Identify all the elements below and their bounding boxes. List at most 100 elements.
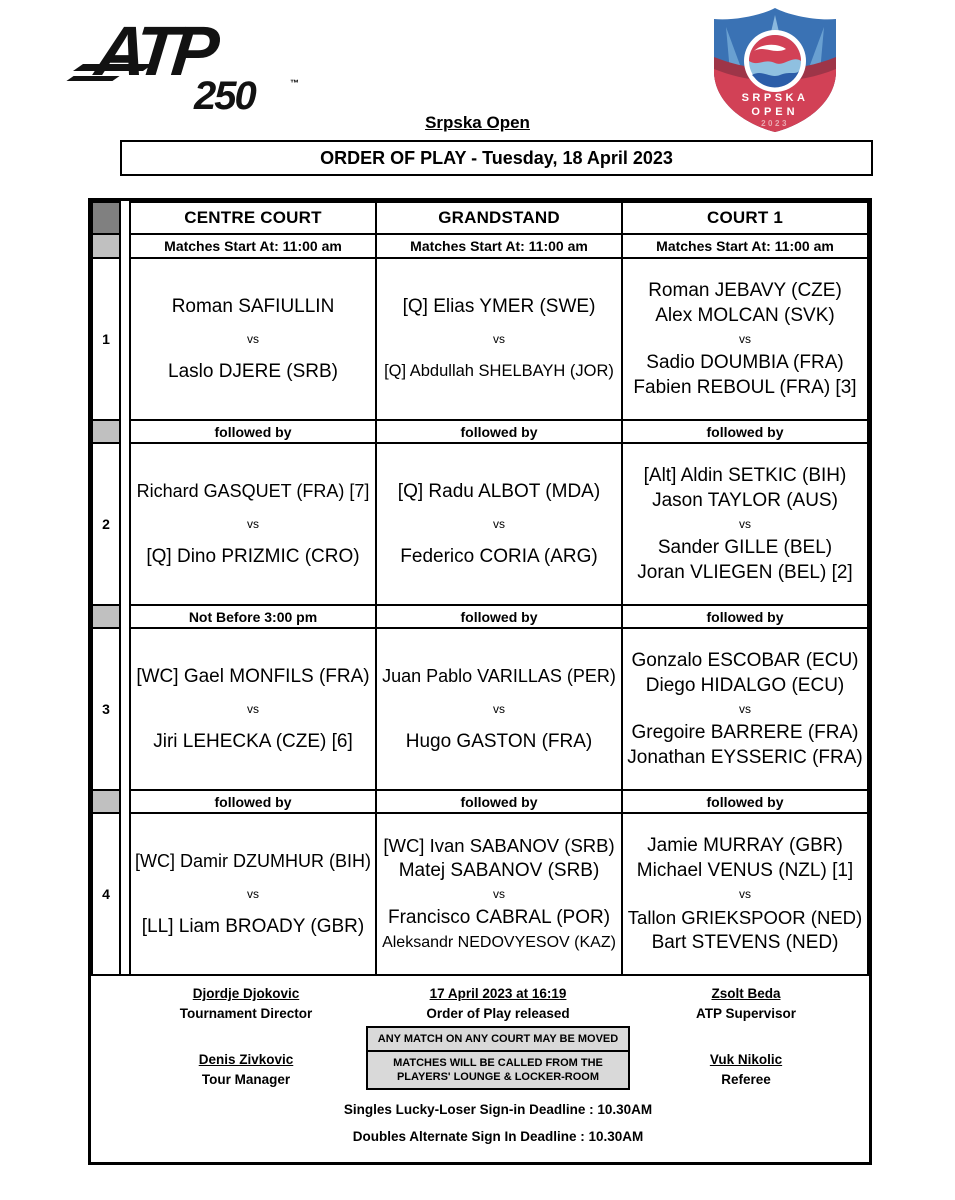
player-line: Sadio DOUMBIA (FRA) bbox=[646, 352, 844, 373]
match-cell: [WC] Ivan SABANOV (SRB) Matej SABANOV (S… bbox=[375, 812, 623, 976]
player-line: Alex MOLCAN (SVK) bbox=[655, 305, 835, 326]
footer-officials-right: Zsolt Beda ATP Supervisor Vuk Nikolic Re… bbox=[623, 984, 869, 1116]
court-header-row: CENTRE COURT GRANDSTAND COURT 1 bbox=[91, 201, 869, 235]
match-cell: [WC] Damir DZUMHUR (BIH) vs [LL] Liam BR… bbox=[129, 812, 377, 976]
court-header-centre-court: CENTRE COURT bbox=[129, 201, 377, 235]
player-line: Michael VENUS (NZL) [1] bbox=[636, 860, 854, 881]
match-cell: Gonzalo ESCOBAR (ECU) Diego HIDALGO (ECU… bbox=[621, 627, 869, 791]
player-line: Jamie MURRAY (GBR) bbox=[647, 835, 843, 856]
player-line: Francisco CABRAL (POR) bbox=[387, 907, 611, 928]
player-line: [WC] Gael MONFILS (FRA) bbox=[136, 666, 370, 687]
corner-cell bbox=[91, 233, 121, 259]
player-line: Gregoire BARRERE (FRA) bbox=[631, 722, 859, 743]
gutter-column bbox=[121, 419, 129, 444]
deadline-doubles: Doubles Alternate Sign In Deadline : 10.… bbox=[352, 1129, 644, 1144]
release-date: 17 April 2023 at 16:19 bbox=[429, 986, 567, 1001]
vs-label: vs bbox=[739, 887, 751, 901]
separator-cell: followed by bbox=[375, 789, 623, 814]
release-label: Order of Play released bbox=[426, 1006, 570, 1021]
footer-officials-left: Djordje Djokovic Tournament Director Den… bbox=[121, 984, 371, 1116]
player-line: [WC] Damir DZUMHUR (BIH) bbox=[135, 851, 371, 871]
player-line: Jiri LEHECKA (CZE) [6] bbox=[153, 731, 353, 752]
vs-label: vs bbox=[247, 517, 259, 531]
player-line: [Q] Elias YMER (SWE) bbox=[402, 296, 596, 317]
srpska-open-shield-icon: SRPSKA OPEN 2023 bbox=[714, 8, 836, 132]
corner-cell bbox=[91, 201, 121, 235]
srpska-open-logo: SRPSKA OPEN 2023 bbox=[704, 5, 846, 135]
player-line: Matej SABANOV (SRB) bbox=[398, 860, 600, 881]
start-time-court-1: Matches Start At: 11:00 am bbox=[621, 233, 869, 259]
vs-label: vs bbox=[739, 702, 751, 716]
vs-label: vs bbox=[493, 517, 505, 531]
player-line: [Q] Radu ALBOT (MDA) bbox=[397, 481, 601, 502]
match-cell: [Q] Radu ALBOT (MDA) vs Federico CORIA (… bbox=[375, 442, 623, 606]
player-line: Federico CORIA (ARG) bbox=[400, 546, 598, 567]
vs-label: vs bbox=[247, 887, 259, 901]
player-line: Tallon GRIEKSPOOR (NED) bbox=[627, 907, 863, 928]
match-row-3: 3 [WC] Gael MONFILS (FRA) vs Jiri LEHECK… bbox=[91, 627, 869, 791]
row-number: 1 bbox=[91, 257, 121, 421]
player-line: Hugo GASTON (FRA) bbox=[405, 731, 593, 752]
svg-text:2023: 2023 bbox=[761, 119, 789, 128]
gutter-column bbox=[121, 442, 129, 606]
footer: Djordje Djokovic Tournament Director Den… bbox=[91, 974, 869, 1162]
player-line: [LL] Liam BROADY (GBR) bbox=[141, 916, 365, 937]
match-cell: Jamie MURRAY (GBR) Michael VENUS (NZL) [… bbox=[621, 812, 869, 976]
gutter-column bbox=[121, 627, 129, 791]
notice-box-called: MATCHES WILL BE CALLED FROM THE PLAYERS'… bbox=[366, 1050, 630, 1090]
official-role: Referee bbox=[721, 1072, 771, 1087]
player-line: Juan Pablo VARILLAS (PER) bbox=[382, 666, 616, 686]
atp-logo-text: ATP bbox=[91, 12, 217, 90]
player-line: [WC] Ivan SABANOV (SRB) bbox=[383, 835, 615, 856]
separator-cell-not-before: Not Before 3:00 pm bbox=[129, 604, 377, 629]
court-header-grandstand: GRANDSTAND bbox=[375, 201, 623, 235]
match-cell: [Q] Elias YMER (SWE) vs [Q] Abdullah SHE… bbox=[375, 257, 623, 421]
official-role: Tournament Director bbox=[179, 1006, 313, 1021]
vs-label: vs bbox=[247, 702, 259, 716]
official-name: Vuk Nikolic bbox=[709, 1052, 783, 1067]
match-cell: Roman SAFIULLIN vs Laslo DJERE (SRB) bbox=[129, 257, 377, 421]
match-row-2: 2 Richard GASQUET (FRA) [7] vs [Q] Dino … bbox=[91, 442, 869, 606]
tournament-name: Srpska Open bbox=[425, 113, 530, 132]
separator-cell: followed by bbox=[129, 419, 377, 444]
separator-cell: followed by bbox=[621, 419, 869, 444]
deadline-singles: Singles Lucky-Loser Sign-in Deadline : 1… bbox=[343, 1102, 653, 1117]
official-name: Djordje Djokovic bbox=[192, 986, 300, 1001]
row-number: 3 bbox=[91, 627, 121, 791]
gutter-column bbox=[121, 789, 129, 814]
player-line: Sander GILLE (BEL) bbox=[657, 537, 833, 558]
official-name: Zsolt Beda bbox=[711, 986, 781, 1001]
vs-label: vs bbox=[493, 887, 505, 901]
player-line: Jason TAYLOR (AUS) bbox=[652, 490, 838, 511]
player-line: Roman SAFIULLIN bbox=[171, 296, 335, 317]
player-line: Richard GASQUET (FRA) [7] bbox=[136, 481, 370, 501]
player-line: Fabien REBOUL (FRA) [3] bbox=[633, 377, 857, 398]
schedule-table: CENTRE COURT GRANDSTAND COURT 1 Matches … bbox=[88, 198, 872, 1165]
vs-label: vs bbox=[739, 332, 751, 346]
player-line: Bart STEVENS (NED) bbox=[651, 932, 839, 953]
separator-cell: followed by bbox=[375, 419, 623, 444]
separator-row: Not Before 3:00 pm followed by followed … bbox=[91, 604, 869, 629]
gutter-column bbox=[121, 233, 129, 259]
separator-cell: followed by bbox=[375, 604, 623, 629]
sign-in-deadlines: Singles Lucky-Loser Sign-in Deadline : 1… bbox=[318, 1096, 678, 1150]
match-cell: Richard GASQUET (FRA) [7] vs [Q] Dino PR… bbox=[129, 442, 377, 606]
atp-logo-tier: 250 bbox=[194, 74, 257, 118]
gutter-column bbox=[121, 604, 129, 629]
player-line: Jonathan EYSSERIC (FRA) bbox=[627, 747, 863, 768]
row-number-spacer bbox=[91, 604, 121, 629]
row-number-spacer bbox=[91, 789, 121, 814]
row-number: 2 bbox=[91, 442, 121, 606]
match-row-1: 1 Roman SAFIULLIN vs Laslo DJERE (SRB) [… bbox=[91, 257, 869, 421]
match-cell: Roman JEBAVY (CZE) Alex MOLCAN (SVK) vs … bbox=[621, 257, 869, 421]
gutter-column bbox=[121, 812, 129, 976]
vs-label: vs bbox=[247, 332, 259, 346]
match-cell: Juan Pablo VARILLAS (PER) vs Hugo GASTON… bbox=[375, 627, 623, 791]
official-role: Tour Manager bbox=[201, 1072, 291, 1087]
vs-label: vs bbox=[739, 517, 751, 531]
gutter-column bbox=[121, 257, 129, 421]
order-of-play-title: ORDER OF PLAY - Tuesday, 18 April 2023 bbox=[120, 140, 873, 176]
player-line: [Alt] Aldin SETKIC (BIH) bbox=[643, 465, 847, 486]
court-header-court-1: COURT 1 bbox=[621, 201, 869, 235]
